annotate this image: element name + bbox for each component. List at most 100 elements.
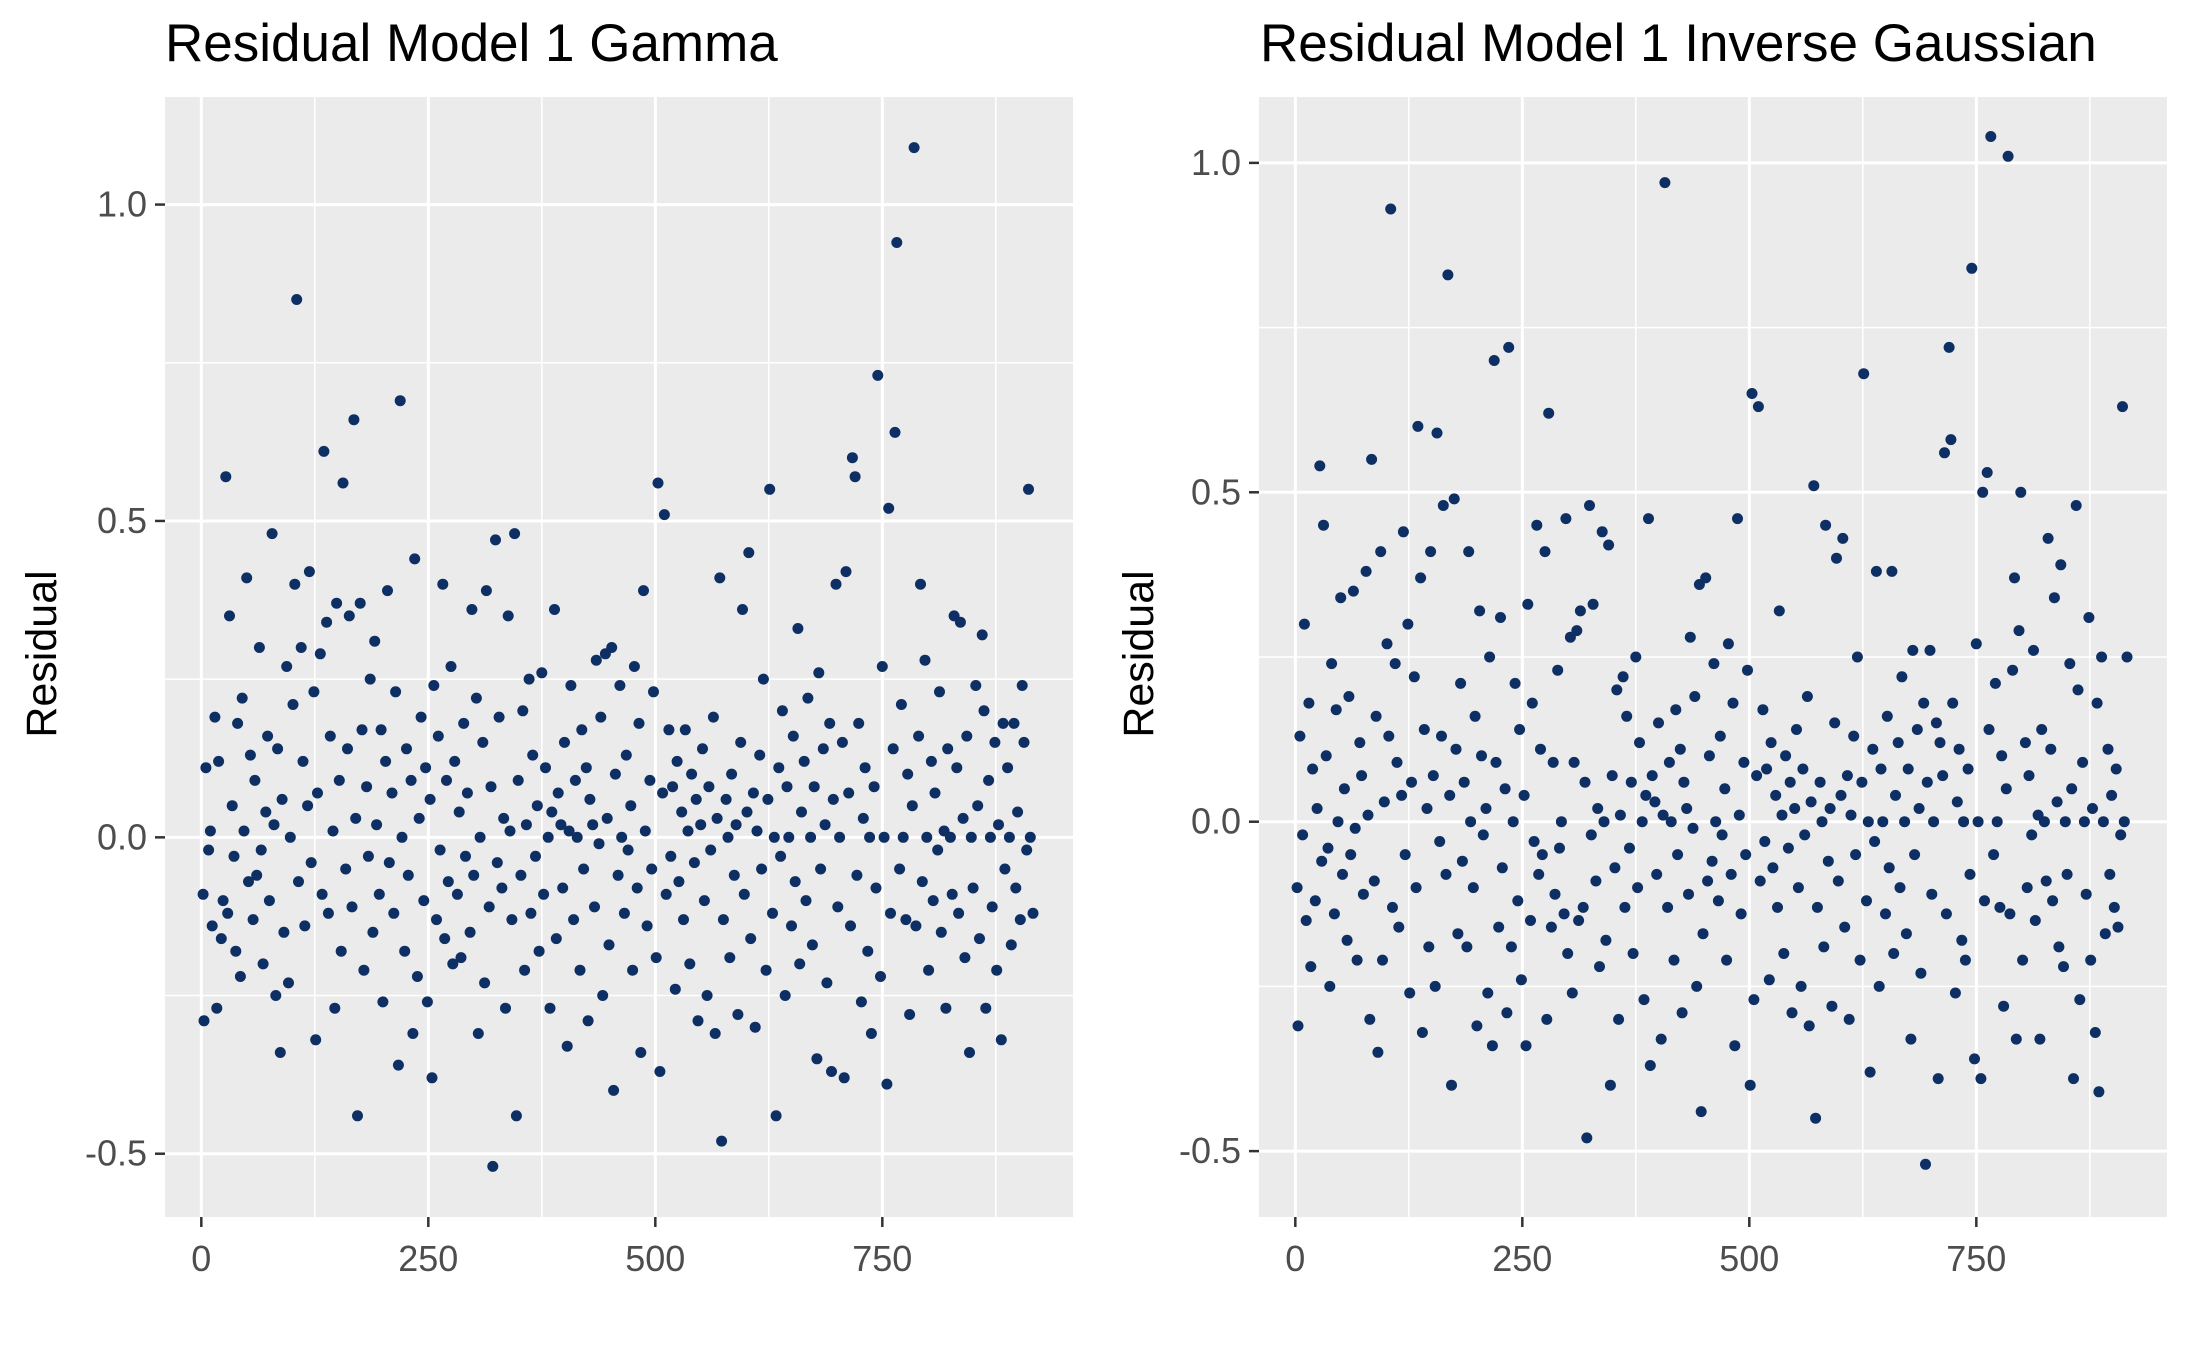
data-point — [688, 857, 700, 869]
data-point — [1002, 762, 1014, 774]
data-point — [1463, 546, 1475, 558]
data-point — [665, 850, 677, 862]
data-point — [291, 294, 303, 305]
data-point — [411, 971, 423, 982]
data-point — [1767, 862, 1779, 874]
data-point — [1627, 948, 1639, 959]
data-point — [641, 920, 653, 932]
data-point — [954, 616, 966, 628]
data-point — [274, 1047, 286, 1058]
data-point — [474, 831, 486, 843]
x-tick-label: 750 — [852, 1238, 912, 1279]
data-point — [1674, 743, 1686, 755]
data-point — [458, 717, 470, 729]
data-point — [855, 996, 867, 1008]
data-point — [2110, 763, 2122, 775]
data-point — [2064, 658, 2076, 670]
data-point — [262, 730, 274, 742]
data-point — [1609, 862, 1621, 874]
data-point — [1714, 730, 1726, 742]
data-point — [1814, 776, 1826, 788]
plot-background — [165, 97, 1073, 1217]
data-point — [213, 755, 225, 767]
data-point — [875, 971, 886, 982]
chart-title: Residual Model 1 Gamma — [165, 14, 778, 73]
data-point — [244, 749, 256, 761]
data-point — [1421, 803, 1433, 814]
data-point — [1448, 493, 1460, 505]
data-point — [1640, 789, 1652, 801]
data-point — [658, 509, 670, 521]
data-point — [935, 926, 947, 938]
data-point — [787, 730, 799, 742]
data-point — [342, 743, 353, 755]
x-tick-label: 0 — [1285, 1238, 1305, 1279]
data-point — [2089, 1027, 2101, 1038]
data-point — [1606, 770, 1618, 782]
data-point — [215, 933, 227, 945]
data-point — [1396, 789, 1408, 801]
data-point — [887, 743, 899, 755]
scatter-points — [197, 142, 1039, 1172]
data-point — [720, 793, 732, 805]
data-point — [563, 825, 575, 837]
data-point — [364, 673, 376, 685]
data-point — [434, 844, 446, 856]
data-point — [491, 857, 503, 869]
data-point — [413, 812, 425, 824]
data-point — [1900, 928, 1912, 940]
data-point — [1543, 407, 1555, 419]
data-point — [1364, 1013, 1376, 1025]
data-point — [738, 888, 750, 900]
data-point — [1509, 677, 1521, 689]
data-point — [371, 819, 383, 831]
data-point — [1332, 816, 1344, 828]
data-point — [1307, 763, 1319, 775]
data-point — [1294, 730, 1306, 742]
data-point — [709, 1028, 721, 1039]
data-point — [999, 863, 1011, 875]
data-point — [991, 964, 1003, 976]
data-point — [1655, 1033, 1667, 1045]
data-point — [447, 958, 459, 970]
data-point — [1322, 842, 1334, 854]
data-point — [1780, 750, 1792, 762]
data-point — [881, 1078, 893, 1090]
data-point — [247, 914, 259, 926]
data-point — [253, 642, 265, 653]
data-point — [2099, 928, 2111, 940]
data-point — [953, 907, 965, 919]
data-point — [466, 604, 478, 615]
data-point — [622, 844, 634, 856]
data-point — [1646, 770, 1658, 782]
data-point — [1822, 855, 1834, 867]
data-point — [1786, 1007, 1798, 1019]
data-point — [1577, 901, 1589, 913]
data-point — [885, 907, 896, 919]
data-point — [802, 692, 814, 704]
data-point — [1940, 908, 1952, 920]
data-point — [1320, 750, 1332, 762]
data-point — [1461, 941, 1473, 953]
data-point — [946, 888, 958, 900]
data-point — [276, 793, 288, 805]
data-point — [1681, 803, 1693, 814]
data-point — [1587, 598, 1599, 610]
data-point — [1311, 803, 1323, 814]
y-tick-label: 0.5 — [1191, 471, 1241, 512]
data-point — [1018, 736, 1030, 748]
data-point — [2085, 954, 2097, 966]
data-point — [779, 990, 791, 1001]
data-point — [1566, 987, 1578, 999]
data-point — [776, 705, 788, 717]
data-point — [1555, 816, 1567, 828]
data-point — [407, 1028, 419, 1039]
data-point — [1748, 994, 1760, 1006]
data-point — [690, 793, 702, 805]
data-point — [757, 673, 769, 685]
data-point — [827, 793, 839, 805]
data-point — [399, 945, 411, 957]
data-point — [648, 686, 659, 698]
data-point — [900, 914, 912, 926]
data-point — [667, 781, 679, 793]
